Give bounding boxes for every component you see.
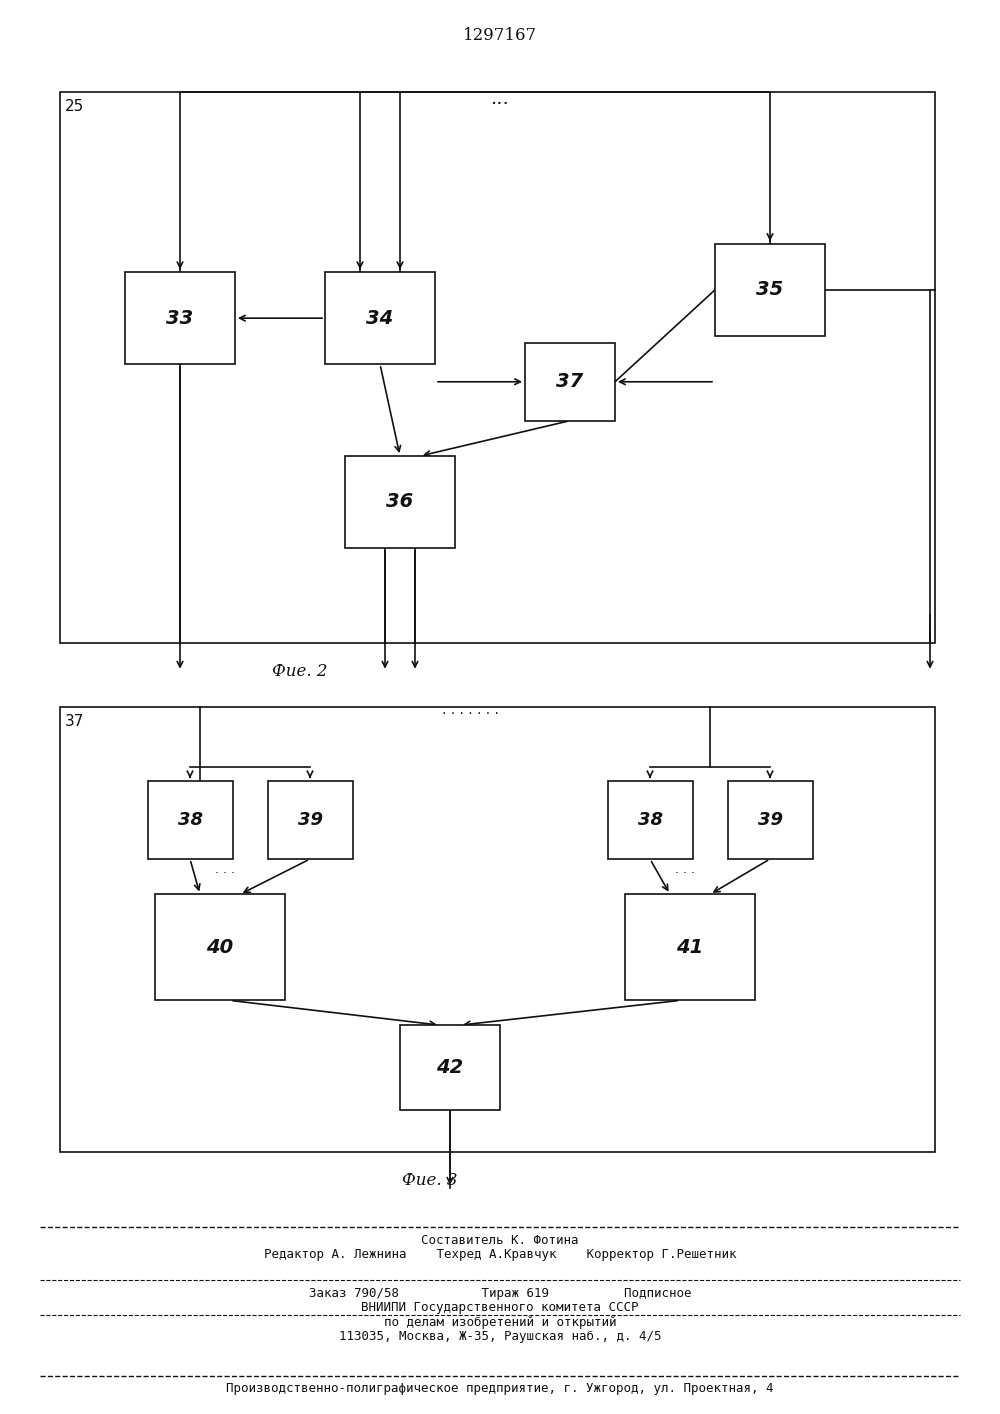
Text: Заказ 790/58           Тираж 619          Подписное: Заказ 790/58 Тираж 619 Подписное (309, 1287, 691, 1301)
Text: 1297167: 1297167 (463, 27, 537, 44)
Text: 40: 40 (206, 937, 234, 957)
Text: ВНИИПИ Государственного комитета СССР: ВНИИПИ Государственного комитета СССР (361, 1301, 639, 1315)
Text: Фие. 3: Фие. 3 (402, 1172, 458, 1189)
Text: 38: 38 (638, 812, 662, 829)
Bar (608, 782, 692, 860)
Bar (525, 342, 615, 421)
Text: 35: 35 (756, 280, 784, 300)
Bar (148, 782, 232, 860)
Bar (60, 92, 935, 643)
Bar (125, 271, 235, 363)
Bar (60, 707, 935, 1152)
Text: 37: 37 (556, 372, 584, 392)
Text: 37: 37 (65, 714, 84, 730)
Text: 36: 36 (386, 492, 414, 512)
Text: 42: 42 (436, 1058, 464, 1077)
Text: 34: 34 (366, 308, 394, 328)
Bar (155, 895, 285, 1001)
Text: Составитель К. Фотина: Составитель К. Фотина (421, 1233, 579, 1247)
Bar (625, 895, 755, 1001)
Bar (728, 782, 812, 860)
Text: . . .: . . . (675, 863, 695, 877)
Text: 41: 41 (676, 937, 704, 957)
Text: 113035, Москва, Ж-35, Раушская наб., д. 4/5: 113035, Москва, Ж-35, Раушская наб., д. … (339, 1329, 661, 1343)
Text: 38: 38 (178, 812, 202, 829)
Text: 39: 39 (758, 812, 782, 829)
Bar (400, 1025, 500, 1110)
Bar (268, 782, 352, 860)
Text: 25: 25 (65, 99, 84, 115)
Bar (325, 271, 435, 363)
Bar (345, 455, 455, 547)
Bar (715, 243, 825, 335)
Text: . . . . . . .: . . . . . . . (442, 703, 498, 717)
Text: Редактор А. Лежнина    Техред А.Кравчук    Корректор Г.Решетник: Редактор А. Лежнина Техред А.Кравчук Кор… (264, 1247, 736, 1261)
Text: . . .: . . . (215, 863, 235, 877)
Text: Фие. 2: Фие. 2 (272, 663, 328, 680)
Text: Производственно-полиграфическое предприятие, г. Ужгород, ул. Проектная, 4: Производственно-полиграфическое предприя… (226, 1381, 774, 1396)
Text: 33: 33 (166, 308, 194, 328)
Text: 39: 39 (298, 812, 322, 829)
Text: ...: ... (491, 89, 509, 109)
Text: по делам изобретений и открытий: по делам изобретений и открытий (384, 1315, 616, 1329)
